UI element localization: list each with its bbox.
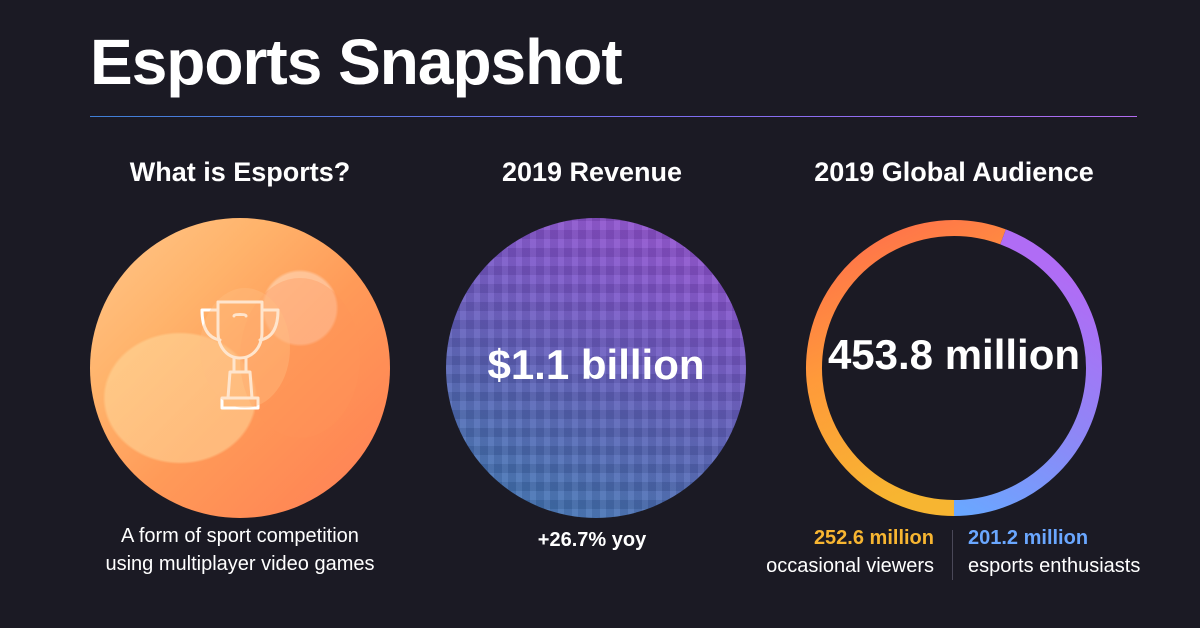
esports-enthusiasts-segment xyxy=(953,229,1102,516)
trophy-icon xyxy=(200,300,280,410)
occasional-viewers-stat: 252.6 million occasional viewers xyxy=(714,524,934,580)
occasional-viewers-segment xyxy=(806,220,1006,516)
revenue-value: $1.1 billion xyxy=(487,341,705,388)
audience-heading: 2019 Global Audience xyxy=(814,157,1094,187)
stat-divider xyxy=(952,530,953,580)
revenue-change: +26.7% yoy xyxy=(537,529,647,551)
occasional-viewers-label: occasional viewers xyxy=(766,555,934,577)
page-title: Esports Snapshot xyxy=(90,26,623,98)
definition-line-1: A form of sport competition xyxy=(121,525,359,547)
occasional-viewers-value: 252.6 million xyxy=(813,527,934,549)
esports-enthusiasts-value: 201.2 million xyxy=(968,527,1089,549)
what-is-esports-heading: What is Esports? xyxy=(129,157,351,187)
title-divider xyxy=(90,116,1137,117)
esports-enthusiasts-label: esports enthusiasts xyxy=(968,555,1141,577)
revenue-heading: 2019 Revenue xyxy=(501,157,683,187)
esports-players-photo xyxy=(90,218,390,518)
esports-definition: A form of sport competition using multip… xyxy=(70,522,410,578)
audience-ring xyxy=(806,220,1102,516)
definition-line-2: using multiplayer video games xyxy=(105,553,375,575)
esports-enthusiasts-stat: 201.2 million esports enthusiasts xyxy=(968,524,1188,580)
esports-arena-photo: $1.1 billion xyxy=(446,218,746,518)
audience-value: 453.8 million xyxy=(827,331,1081,378)
